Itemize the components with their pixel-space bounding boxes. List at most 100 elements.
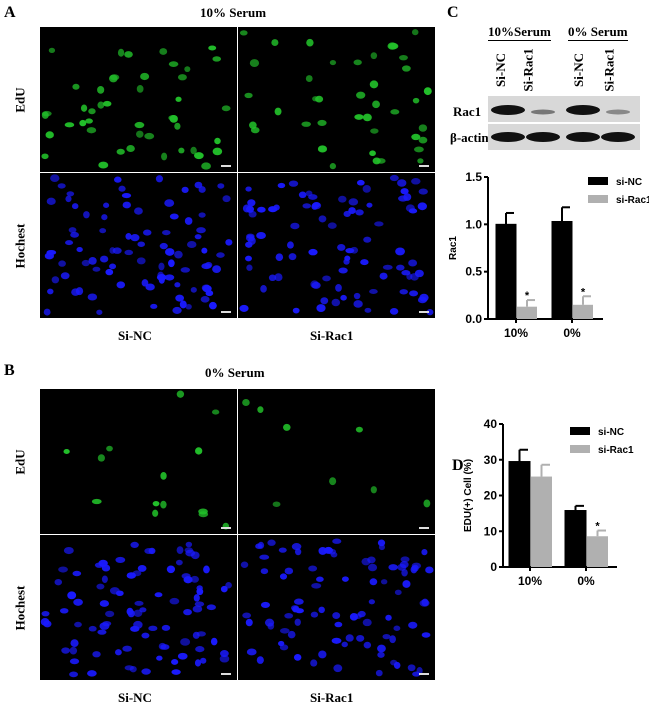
hoechst-nucleus (340, 294, 347, 301)
hoechst-nucleus (310, 659, 318, 667)
hoechst-nucleus (201, 263, 212, 270)
hoechst-nucleus (206, 604, 216, 611)
hoechst-nucleus (279, 628, 290, 634)
hoechst-nucleus (122, 645, 132, 652)
hoechst-nucleus (318, 650, 327, 659)
scale-bar (419, 527, 429, 529)
hoechst-nucleus (399, 561, 409, 569)
hoechst-nucleus (310, 611, 319, 618)
hoechst-nucleus (114, 649, 122, 656)
hoechst-nucleus (43, 620, 52, 628)
hoechst-nucleus (156, 655, 163, 661)
hoechst-nucleus (148, 625, 158, 632)
hoechst-nucleus (87, 670, 97, 677)
edu-nucleus (106, 445, 113, 452)
hoechst-nucleus (69, 671, 79, 678)
hoechst-nucleus (377, 539, 386, 547)
x-tick-label: 10% (504, 326, 528, 340)
y-tick-label: 30 (484, 453, 498, 467)
hoechst-nucleus (248, 236, 256, 245)
hoechst-nucleus (164, 199, 175, 207)
hoechst-nucleus (196, 588, 204, 596)
edu-nucleus (72, 83, 80, 90)
hoechst-nucleus (201, 247, 208, 254)
bar (564, 510, 587, 568)
hoechst-nucleus (184, 217, 193, 225)
edu-nucleus (214, 137, 221, 145)
hoechst-nucleus (287, 241, 294, 249)
edu-nucleus (63, 448, 70, 455)
hoechst-nucleus (162, 230, 171, 236)
hoechst-nucleus (240, 561, 249, 569)
significance-mark: * (595, 521, 600, 533)
hoechst-nucleus (125, 233, 132, 240)
hoechst-nucleus (68, 227, 77, 233)
hoechst-nucleus (377, 651, 385, 658)
hoechst-nucleus (382, 264, 393, 270)
edu-nucleus (274, 107, 282, 116)
hoechst-nucleus (311, 202, 322, 210)
hoechst-nucleus (225, 239, 233, 246)
legend-label: si-Rac1 (616, 195, 649, 206)
edu-nucleus (372, 157, 381, 165)
edu-nucleus (242, 398, 250, 407)
hoechst-nucleus (169, 213, 179, 220)
hoechst-nucleus (242, 612, 252, 619)
hoechst-nucleus (284, 567, 294, 575)
edu-nucleus (194, 152, 204, 160)
hoechst-nucleus (333, 664, 343, 673)
hoechst-nucleus (246, 264, 253, 271)
edu-nucleus (41, 110, 52, 117)
hoechst-nucleus (308, 248, 318, 256)
hoechst-nucleus (43, 308, 51, 316)
hoechst-nucleus (268, 274, 277, 282)
hoechst-nucleus (385, 614, 392, 621)
edu-nucleus (195, 447, 203, 455)
hoechst-nucleus (334, 621, 343, 628)
hoechst-nucleus (343, 210, 351, 217)
hoechst-nucleus (220, 585, 228, 593)
hoechst-nucleus (87, 293, 98, 301)
x-tick-label: 0% (577, 574, 595, 588)
hoechst-nucleus (69, 658, 80, 665)
hoechst-nucleus (76, 247, 83, 253)
hoechst-nucleus (172, 306, 182, 314)
hoechst-nucleus (115, 556, 126, 563)
hoechst-nucleus (150, 303, 158, 309)
hoechst-nucleus (369, 288, 378, 295)
hoechst-nucleus (267, 622, 275, 630)
hoechst-nucleus (145, 283, 155, 291)
hoechst-nucleus (121, 193, 132, 199)
hoechst-nucleus (400, 188, 409, 195)
hoechst-nucleus (58, 260, 66, 267)
edu-nucleus (152, 500, 160, 507)
scale-bar (221, 527, 231, 529)
hoechst-nucleus (388, 564, 398, 571)
edu-nucleus (211, 409, 220, 415)
edu-nucleus (372, 100, 380, 109)
hoechst-nucleus (403, 193, 412, 201)
hoechst-nucleus (417, 202, 427, 211)
hoechst-nucleus (288, 180, 299, 187)
hoechst-nucleus (194, 181, 203, 189)
hoechst-nucleus (54, 578, 63, 586)
hoechst-nucleus (41, 611, 50, 617)
hoechst-nucleus (389, 635, 396, 644)
hoechst-nucleus (185, 541, 193, 548)
hoechst-nucleus (154, 592, 163, 598)
y-axis-label: Rac1 (448, 236, 459, 260)
hoechst-nucleus (246, 233, 255, 239)
edu-nucleus (402, 65, 411, 72)
edu-nucleus (412, 97, 420, 104)
hoechst-nucleus (126, 607, 134, 616)
hoechst-nucleus (194, 601, 205, 607)
hoechst-nucleus (109, 263, 117, 270)
hoechst-nucleus (408, 621, 418, 629)
hoechst-nucleus (389, 174, 399, 182)
edu-nucleus (136, 85, 144, 93)
hoechst-nucleus (311, 281, 321, 289)
row-label-hochest: Hochest (12, 223, 28, 269)
edu-nucleus (208, 45, 217, 51)
edu-nucleus (305, 75, 313, 82)
bar (508, 461, 531, 568)
